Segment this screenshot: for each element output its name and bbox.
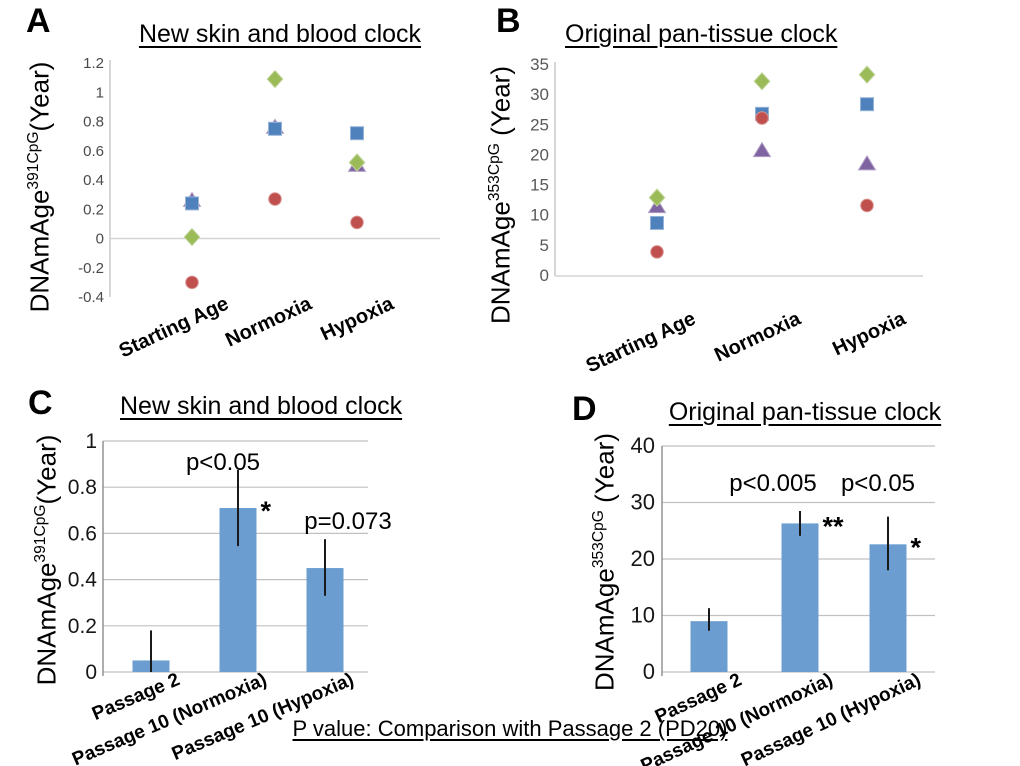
y-tick-label: 0 (540, 266, 549, 285)
x-category-label: Normoxia (222, 292, 316, 351)
significance-marker: ** (823, 511, 845, 541)
panel-c-y-axis-label: DNAmAge391CpG(Year) (25, 410, 62, 710)
ylabel-superscript: 353CpG (590, 510, 608, 569)
y-tick-label: 40 (631, 433, 655, 458)
significance-marker: * (911, 532, 922, 562)
scatter-marker-circle (350, 215, 364, 230)
scatter-marker-diamond (183, 227, 201, 247)
y-tick-label: -0.4 (78, 289, 104, 306)
y-tick-label: 25 (530, 115, 549, 134)
panel-d-title: Original pan-tissue clock (668, 398, 942, 426)
y-tick-label: 1.2 (83, 55, 104, 72)
ylabel-base: DNAmAge (485, 201, 516, 324)
scatter-marker-circle (860, 198, 874, 213)
y-tick-label: 0.2 (83, 201, 104, 218)
scatter-marker-square (350, 126, 364, 141)
scatter-marker-triangle (857, 154, 877, 171)
significance-marker: * (261, 496, 272, 526)
y-tick-label: 15 (530, 176, 549, 195)
ylabel-superscript: 391CpG (25, 131, 43, 190)
ylabel-superscript: 353CpG (486, 143, 504, 202)
scatter-marker-circle (268, 192, 282, 206)
ylabel-base: DNAmAge (31, 562, 62, 686)
y-tick-label: 20 (631, 546, 655, 571)
panel-c-letter: C (28, 384, 53, 422)
y-tick-label: 0.4 (68, 569, 98, 592)
x-category-label: Hypoxia (317, 292, 398, 345)
y-tick-label: 0.8 (83, 114, 104, 131)
panel-c-title: New skin and blood clock (120, 392, 403, 420)
panel-b-title: Original pan-tissue clock (565, 20, 838, 48)
y-tick-label: 30 (530, 85, 549, 104)
scatter-marker-diamond (266, 69, 284, 89)
scatter-marker-circle (650, 245, 664, 259)
scatter-marker-circle (755, 111, 769, 125)
scatter-marker-square (185, 196, 199, 211)
ylabel-unit: (Year) (31, 434, 62, 505)
p-value-annotation: p<0.05 (841, 470, 915, 497)
y-tick-label: 0 (96, 231, 104, 248)
p-value-annotation: p<0.05 (186, 449, 260, 476)
panel-a-y-axis-label: DNAmAge391CpG(Year) (18, 47, 55, 327)
y-tick-label: 0.6 (68, 522, 97, 545)
scatter-marker-diamond (858, 65, 876, 84)
scatter-marker-square (268, 121, 282, 136)
p-value-annotation: p<0.005 (729, 470, 816, 497)
y-tick-label: 5 (540, 236, 549, 255)
y-tick-label: 1 (96, 84, 104, 101)
y-tick-label: 0 (85, 661, 97, 684)
panel-a-scatter-chart: 1.2 1 0.8 0.6 0.4 0.2 0 -0.2 -0.4 Starting AgeNor… (78, 55, 440, 363)
panel-b-scatter-chart: 35 30 25 20 15 10 5 0 Starting Age Normoxia Hypoxi… (530, 55, 923, 378)
ylabel-unit: (Year) (24, 61, 55, 132)
y-tick-label: 35 (530, 55, 549, 74)
y-tick-label: 1 (85, 430, 97, 453)
scatter-marker-square (650, 215, 664, 230)
x-category-label: Starting Age (583, 308, 699, 378)
panel-a-letter: A (26, 2, 51, 40)
y-tick-label: 10 (631, 603, 655, 628)
bar (781, 523, 819, 672)
panel-d-letter: D (572, 390, 597, 428)
panel-b-letter: B (496, 2, 521, 40)
scatter-marker-diamond (753, 72, 771, 91)
y-tick-label: 0.6 (83, 143, 104, 160)
panel-a-title: New skin and blood clock (138, 20, 422, 48)
y-tick-label: -0.2 (78, 260, 104, 277)
y-tick-label: 30 (631, 490, 655, 515)
x-category-label: Hypoxia (829, 307, 910, 360)
y-tick-label: 0.2 (68, 615, 97, 638)
scatter-marker-triangle (752, 141, 772, 158)
ylabel-unit: (Year) (485, 66, 516, 144)
scatter-marker-diamond (348, 153, 366, 172)
scatter-marker-diamond (648, 188, 666, 207)
x-category-label: Normoxia (711, 307, 805, 366)
scatter-marker-square (860, 97, 874, 112)
y-tick-label: 0.8 (68, 476, 97, 499)
y-tick-label: 0.4 (83, 172, 104, 189)
y-tick-label: 20 (530, 145, 549, 164)
y-tick-label: 10 (530, 206, 549, 225)
y-tick-label: 0 (643, 659, 655, 684)
x-category-label: Starting Age (116, 293, 232, 363)
ylabel-base: DNAmAge (24, 189, 55, 313)
p-value-annotation: p=0.073 (304, 508, 391, 535)
scatter-marker-circle (185, 275, 199, 290)
ylabel-superscript: 391CpG (32, 504, 50, 563)
panel-b-y-axis-label: DNAmAge353CpG (Year) (479, 45, 516, 345)
pvalue-footnote: P value: Comparison with Passage 2 (PD20… (292, 716, 728, 741)
